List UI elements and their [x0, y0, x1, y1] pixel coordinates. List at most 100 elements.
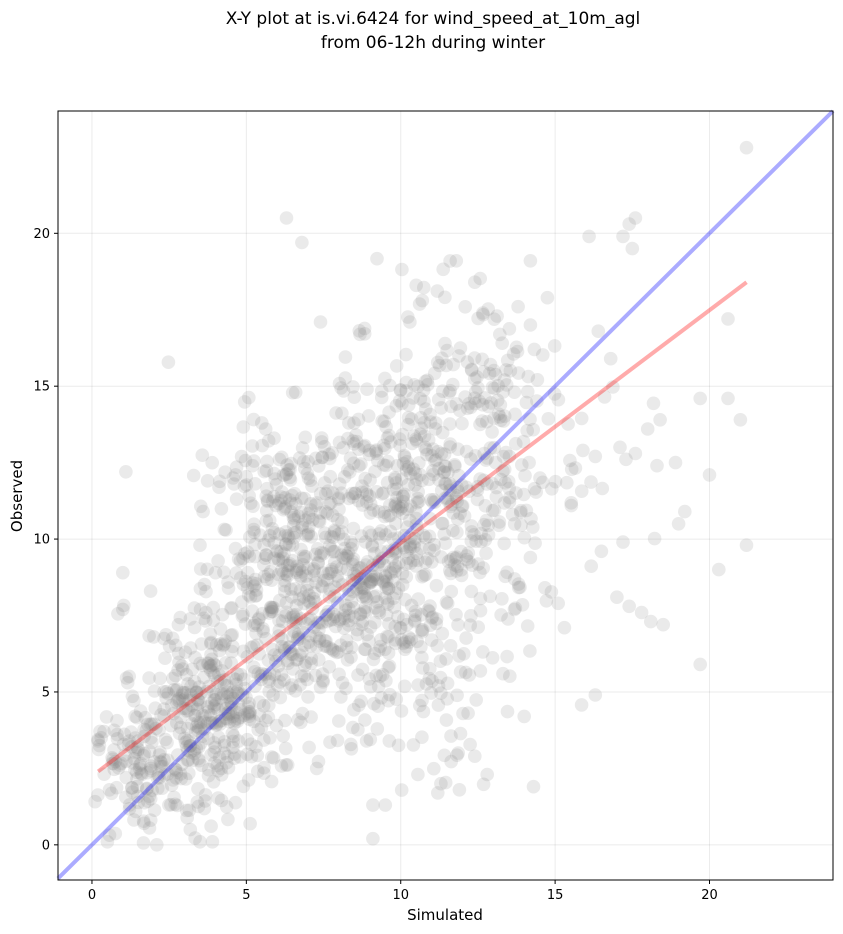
scatter-point — [185, 698, 199, 713]
scatter-point — [404, 412, 419, 426]
scatter-point — [414, 623, 429, 637]
scatter-point — [481, 399, 496, 414]
scatter-point — [588, 688, 603, 702]
scatter-point — [169, 763, 183, 777]
scatter-point — [363, 679, 378, 694]
scatter-point — [464, 519, 479, 533]
scatter-point — [396, 538, 411, 553]
scatter-point — [358, 642, 373, 657]
scatter-point — [301, 454, 315, 469]
scatter-point — [412, 297, 427, 311]
scatter-point — [248, 537, 262, 552]
scatter-point — [215, 664, 229, 678]
scatter-point — [487, 312, 502, 327]
scatter-point — [391, 581, 406, 595]
scatter-point — [303, 595, 317, 610]
scatter-point — [370, 251, 384, 266]
scatter-point — [307, 564, 321, 578]
scatter-point — [221, 697, 235, 712]
scatter-point — [211, 730, 226, 744]
scatter-point — [381, 454, 395, 469]
scatter-point — [492, 515, 507, 529]
scatter-point — [414, 640, 428, 654]
scatter-point — [180, 753, 195, 767]
scatter-point — [217, 637, 231, 651]
scatter-point — [388, 541, 402, 556]
scatter-point — [451, 618, 465, 632]
scatter-point — [424, 633, 439, 647]
scatter-point — [360, 487, 374, 502]
scatter-point — [343, 451, 358, 466]
scatter-point — [273, 493, 288, 508]
scatter-point — [315, 616, 329, 630]
scatter-point — [334, 561, 348, 576]
scatter-point — [494, 472, 508, 487]
scatter-point — [406, 391, 420, 405]
scatter-point — [337, 611, 352, 626]
scatter-point — [656, 617, 670, 632]
scatter-point — [280, 558, 295, 573]
scatter-point — [177, 731, 192, 746]
scatter-point — [311, 556, 326, 571]
scatter-point — [357, 440, 371, 454]
scatter-point — [127, 813, 141, 827]
scatter-point — [362, 447, 377, 462]
scatter-point — [325, 508, 340, 523]
scatter-point — [378, 528, 393, 542]
scatter-point — [266, 642, 280, 657]
scatter-point — [388, 470, 402, 485]
scatter-point — [224, 656, 238, 670]
scatter-point — [653, 413, 667, 427]
scatter-point — [370, 485, 384, 499]
scatter-point — [423, 511, 437, 526]
scatter-point — [321, 566, 335, 581]
scatter-point — [417, 415, 432, 430]
scatter-point — [256, 622, 270, 636]
scatter-point — [399, 557, 414, 571]
scatter-point — [416, 661, 430, 675]
scatter-point — [172, 694, 187, 709]
scatter-point — [352, 561, 367, 575]
scatter-point — [248, 572, 263, 587]
scatter-point — [229, 705, 244, 720]
scatter-point — [217, 735, 232, 749]
scatter-point — [350, 627, 365, 642]
scatter-point — [358, 588, 372, 602]
scatter-point — [171, 748, 185, 762]
scatter-point — [479, 546, 493, 560]
scatter-point — [283, 473, 298, 487]
scatter-point — [429, 452, 443, 467]
scatter-point — [272, 527, 287, 541]
scatter-point — [471, 557, 486, 571]
scatter-point — [143, 717, 158, 731]
scatter-point — [197, 577, 212, 592]
scatter-point — [521, 369, 536, 384]
scatter-point — [270, 544, 285, 559]
scatter-point — [457, 509, 472, 523]
scatter-point — [502, 481, 516, 496]
scatter-point — [478, 391, 492, 405]
scatter-point — [453, 341, 468, 355]
scatter-point — [468, 749, 482, 763]
scatter-point — [168, 638, 183, 653]
scatter-point — [228, 468, 243, 482]
scatter-point — [515, 458, 529, 472]
scatter-point — [342, 583, 356, 597]
scatter-point — [407, 378, 422, 392]
scatter-point — [216, 638, 230, 653]
scatter-point — [252, 611, 266, 625]
scatter-point — [382, 405, 396, 420]
scatter-point — [401, 477, 416, 492]
scatter-point — [423, 618, 438, 632]
scatter-point — [443, 639, 458, 653]
scatter-point — [493, 327, 507, 342]
scatter-point — [441, 494, 456, 508]
scatter-point — [179, 739, 194, 754]
scatter-point — [344, 594, 359, 609]
scatter-point — [622, 599, 636, 614]
scatter-point — [446, 506, 461, 520]
scatter-point — [356, 581, 370, 596]
scatter-point — [411, 485, 426, 499]
scatter-point — [208, 693, 222, 707]
scatter-point — [130, 779, 145, 794]
